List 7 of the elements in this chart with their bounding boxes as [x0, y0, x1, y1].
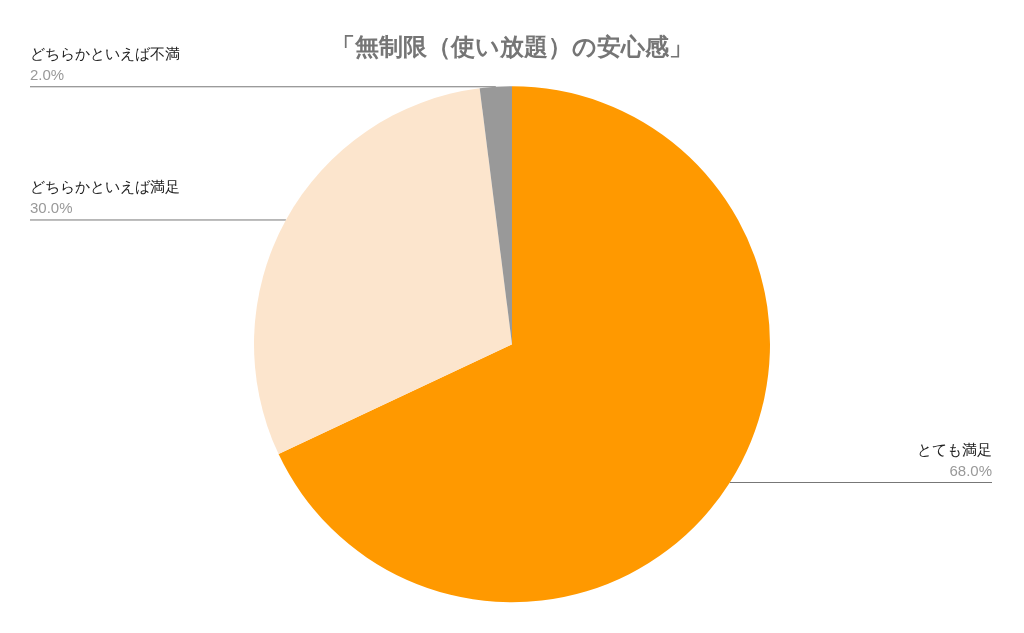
- slice-label: どちらかといえば満足: [30, 177, 180, 196]
- data-label: 68.0%: [949, 462, 992, 480]
- data-label: 30.0%: [30, 199, 73, 217]
- data-label: 2.0%: [30, 66, 65, 84]
- slice-label: どちらかといえば不満: [30, 44, 180, 63]
- slice-label: とても満足: [917, 440, 992, 459]
- chart-title: 「無制限（使い放題）の安心感」: [331, 33, 693, 61]
